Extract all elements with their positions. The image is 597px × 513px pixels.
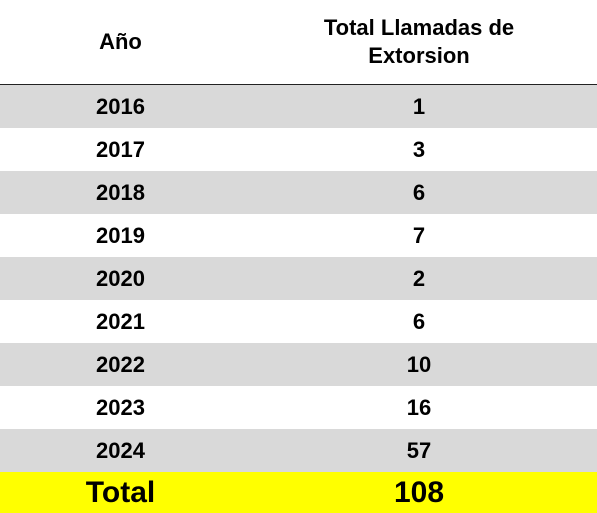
total-calls-value: 57	[406, 437, 432, 463]
total-calls-value: 1	[412, 93, 426, 119]
total-label-cell: Total	[0, 472, 241, 513]
table-row: 2022 10	[0, 343, 597, 386]
header-total-calls: Total Llamadas de Extorsion	[323, 15, 515, 68]
total-calls-value: 6	[412, 308, 426, 334]
header-total-cell: Total Llamadas de Extorsion	[241, 0, 597, 84]
total-calls-value: 6	[412, 179, 426, 205]
year-cell: 2017	[0, 128, 241, 171]
total-calls-value: 16	[406, 394, 432, 420]
table-row: 2018 6	[0, 171, 597, 214]
total-calls-value: 2	[412, 265, 426, 291]
year-cell: 2021	[0, 300, 241, 343]
year-cell: 2019	[0, 214, 241, 257]
year-value: 2022	[96, 351, 145, 377]
table-body: 2016 1 2017 3 2018 6 2019 7 2020 2 2021 6 2022 10 2023…	[0, 85, 597, 472]
total-row: Total 108	[0, 472, 597, 513]
table-row: 2023 16	[0, 386, 597, 429]
total-calls-cell: 10	[241, 343, 597, 386]
year-cell: 2022	[0, 343, 241, 386]
header-year-cell: Año	[0, 0, 241, 84]
year-cell: 2024	[0, 429, 241, 472]
total-calls-cell: 16	[241, 386, 597, 429]
year-value: 2024	[96, 437, 145, 463]
total-calls-value: 3	[412, 136, 426, 162]
year-value: 2016	[96, 93, 145, 119]
total-calls-cell: 2	[241, 257, 597, 300]
total-label: Total	[85, 475, 156, 509]
table-header: Año Total Llamadas de Extorsion	[0, 0, 597, 85]
total-calls-cell: 7	[241, 214, 597, 257]
total-value: 108	[393, 475, 445, 509]
table-row: 2021 6	[0, 300, 597, 343]
year-value: 2017	[96, 136, 145, 162]
table-row: 2019 7	[0, 214, 597, 257]
total-calls-value: 7	[412, 222, 426, 248]
table-row: 2016 1	[0, 85, 597, 128]
total-value-cell: 108	[241, 472, 597, 513]
table-row: 2024 57	[0, 429, 597, 472]
year-value: 2021	[96, 308, 145, 334]
total-calls-cell: 57	[241, 429, 597, 472]
year-cell: 2023	[0, 386, 241, 429]
year-cell: 2018	[0, 171, 241, 214]
total-calls-cell: 3	[241, 128, 597, 171]
year-value: 2018	[96, 179, 145, 205]
year-value: 2019	[96, 222, 145, 248]
total-calls-cell: 6	[241, 300, 597, 343]
year-value: 2020	[96, 265, 145, 291]
year-cell: 2016	[0, 85, 241, 128]
total-calls-cell: 6	[241, 171, 597, 214]
year-value: 2023	[96, 394, 145, 420]
total-calls-value: 10	[406, 351, 432, 377]
header-year: Año	[99, 29, 142, 54]
table-row: 2020 2	[0, 257, 597, 300]
total-calls-cell: 1	[241, 85, 597, 128]
year-cell: 2020	[0, 257, 241, 300]
table-row: 2017 3	[0, 128, 597, 171]
